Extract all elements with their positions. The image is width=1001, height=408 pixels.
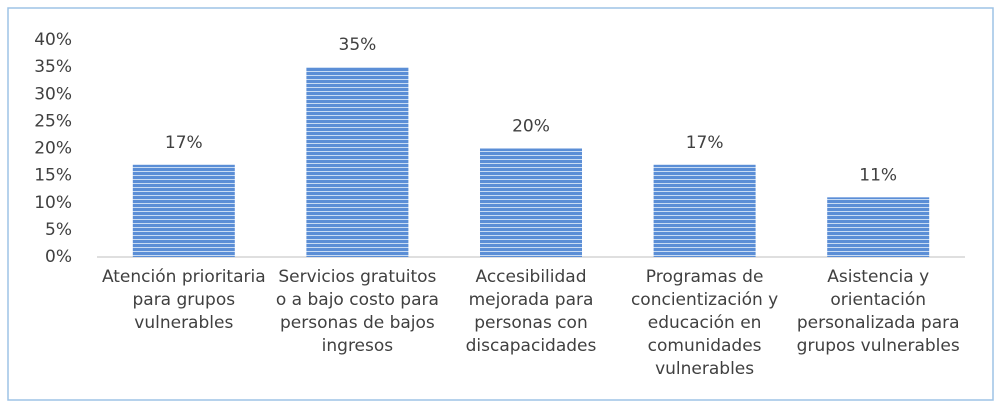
y-tick-label: 15% xyxy=(34,166,72,186)
y-tick-label: 40% xyxy=(34,30,72,50)
y-tick-label: 20% xyxy=(34,139,72,159)
value-label: 11% xyxy=(859,165,897,185)
x-tick-label: Servicios gratuitos o a bajo costo para pe… xyxy=(276,267,439,356)
bar xyxy=(306,67,409,257)
value-label: 17% xyxy=(165,133,203,153)
x-tick-label: Programas de concientización y educación e… xyxy=(631,267,778,379)
y-tick-label: 35% xyxy=(34,57,72,77)
bar xyxy=(827,197,930,257)
x-tick-label: Accesibilidad mejorada para personas con di… xyxy=(466,267,597,356)
value-label: 35% xyxy=(339,35,377,55)
value-label: 20% xyxy=(512,117,550,137)
bar xyxy=(480,148,582,257)
bar xyxy=(653,164,756,257)
value-label: 17% xyxy=(686,133,724,153)
x-tick-label: Atención prioritaria para grupos vulnerabl… xyxy=(102,267,266,333)
bar xyxy=(132,164,235,257)
x-tick-label: Asistencia y orientación personalizada par… xyxy=(797,267,960,356)
y-tick-label: 25% xyxy=(34,111,72,131)
y-tick-label: 30% xyxy=(34,84,72,104)
y-tick-label: 10% xyxy=(34,193,72,213)
y-tick-label: 0% xyxy=(45,247,72,267)
y-tick-label: 5% xyxy=(45,220,72,240)
